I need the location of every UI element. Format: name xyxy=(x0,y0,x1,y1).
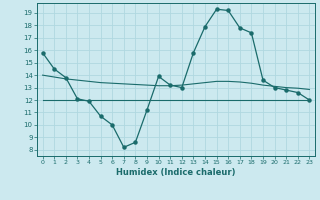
X-axis label: Humidex (Indice chaleur): Humidex (Indice chaleur) xyxy=(116,168,236,177)
